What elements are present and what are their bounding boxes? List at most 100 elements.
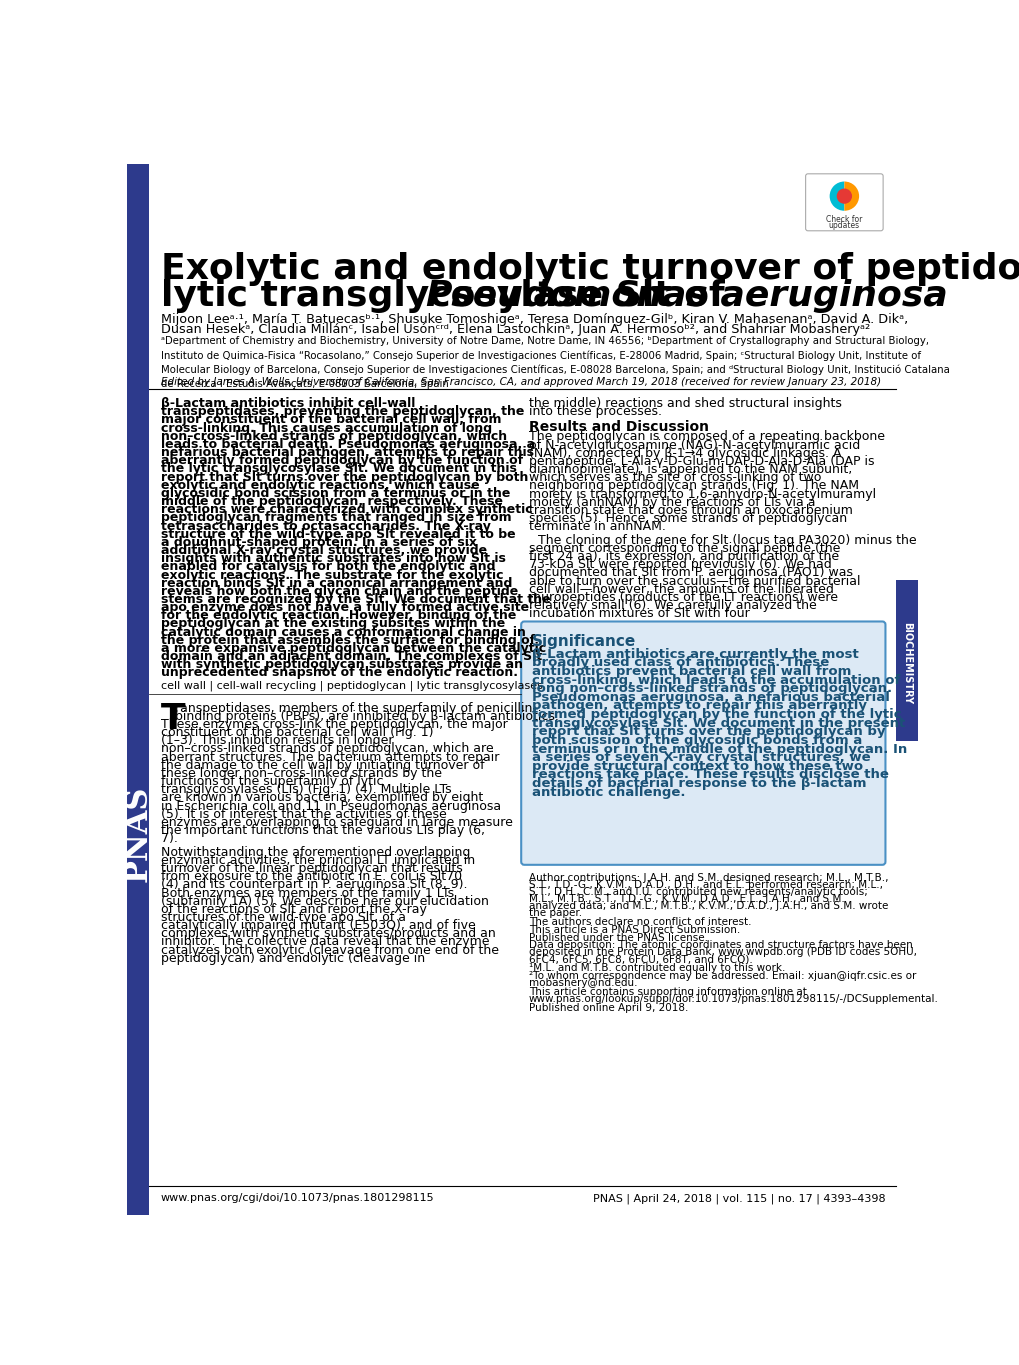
Text: analyzed data; and M.L., M.T.B., K.V.M., D.A.D., J.A.H., and S.M. wrote: analyzed data; and M.L., M.T.B., K.V.M.,… (529, 901, 888, 910)
Text: exolytic and endolytic reactions, which cause: exolytic and endolytic reactions, which … (161, 479, 479, 491)
FancyBboxPatch shape (805, 173, 882, 231)
Text: cross-linking. This causes accumulation of long: cross-linking. This causes accumulation … (161, 422, 491, 434)
Text: Published under the PNAS license.: Published under the PNAS license. (529, 932, 707, 943)
Text: the protein that assembles the surface for binding of: the protein that assembles the surface f… (161, 633, 534, 647)
Text: deposited in the Protein Data Bank, www.wwpdb.org (PDB ID codes 5OHU,: deposited in the Protein Data Bank, www.… (529, 947, 916, 957)
Text: catalytically impaired mutant (E503Q), and of five: catalytically impaired mutant (E503Q), a… (161, 919, 475, 932)
Text: peptidoglycan) and endolytic (cleavage in: peptidoglycan) and endolytic (cleavage i… (161, 951, 425, 965)
Bar (127, 164, 149, 1215)
Text: domain and an adjacent domain. The complexes of Slt: domain and an adjacent domain. The compl… (161, 650, 541, 663)
Text: stems are recognized by the Slt. We document that the: stems are recognized by the Slt. We docu… (161, 592, 550, 606)
Text: www.pnas.org/lookup/suppl/doi:10.1073/pnas.1801298115/-/DCSupplemental.: www.pnas.org/lookup/suppl/doi:10.1073/pn… (529, 994, 937, 1005)
Text: are known in various bacteria, exemplified by eight: are known in various bacteria, exemplifi… (161, 792, 483, 804)
Text: reactions take place. These results disclose the: reactions take place. These results disc… (532, 768, 888, 781)
Text: (5). It is of interest that the activities of these: (5). It is of interest that the activiti… (161, 808, 446, 820)
Text: constituent of the bacterial cell wall (Fig. 1): constituent of the bacterial cell wall (… (161, 726, 433, 738)
Text: ranspeptidases, members of the superfamily of penicillin-: ranspeptidases, members of the superfami… (174, 702, 536, 714)
Text: broadly used class of antibiotics. These: broadly used class of antibiotics. These (532, 657, 828, 669)
Text: www.pnas.org/cgi/doi/10.1073/pnas.1801298115: www.pnas.org/cgi/doi/10.1073/pnas.180129… (161, 1193, 434, 1204)
Text: catalytic domain causes a conformational change in: catalytic domain causes a conformational… (161, 625, 525, 639)
Text: enabled for catalysis for both the endolytic and: enabled for catalysis for both the endol… (161, 561, 495, 573)
Text: This article contains supporting information online at: This article contains supporting informa… (529, 987, 806, 998)
Text: (1–3). This inhibition results in longer: (1–3). This inhibition results in longer (161, 734, 393, 747)
Text: provide structural context to how these two: provide structural context to how these … (532, 760, 862, 773)
Text: (4) and its counterpart in P. aeruginosa Slt (8, 9).: (4) and its counterpart in P. aeruginosa… (161, 878, 467, 891)
Text: first 24 aa), its expression, and purification of the: first 24 aa), its expression, and purifi… (529, 550, 839, 562)
Text: moiety is transformed to 1,6-anhydro-N-acetylmuramyl: moiety is transformed to 1,6-anhydro-N-a… (529, 487, 875, 501)
Text: ¹M.L. and M.T.B. contributed equally to this work.: ¹M.L. and M.T.B. contributed equally to … (529, 964, 785, 973)
Text: transition state that goes through an oxocarbenium: transition state that goes through an ox… (529, 504, 852, 517)
Text: transpeptidases, preventing the peptidoglycan, the: transpeptidases, preventing the peptidog… (161, 405, 524, 418)
Text: Pseudomonas aeruginosa: Pseudomonas aeruginosa (426, 280, 947, 314)
Text: Notwithstanding the aforementioned overlapping: Notwithstanding the aforementioned overl… (161, 846, 470, 859)
Text: 6FC4, 6FC5, 6FC8, 6FCU, 6F8T, and 6FCQ).: 6FC4, 6FC5, 6FC8, 6FCU, 6F8T, and 6FCQ). (529, 954, 752, 964)
Text: for the endolytic reaction. However, binding of the: for the endolytic reaction. However, bin… (161, 609, 516, 622)
Text: of N-acetylglucosamine (NAG)-N-acetylmuramic acid: of N-acetylglucosamine (NAG)-N-acetylmur… (529, 438, 859, 452)
Text: lytic transglycosylase Slt of: lytic transglycosylase Slt of (161, 280, 737, 314)
Circle shape (837, 190, 851, 203)
Text: Results and Discussion: Results and Discussion (529, 419, 708, 434)
Text: leads to bacterial death. Pseudomonas aeruginosa, a: leads to bacterial death. Pseudomonas ae… (161, 438, 534, 450)
Text: The peptidoglycan is composed of a repeating backbone: The peptidoglycan is composed of a repea… (529, 430, 884, 444)
FancyBboxPatch shape (521, 621, 884, 865)
Text: The cloning of the gene for Slt (locus tag PA3020) minus the: The cloning of the gene for Slt (locus t… (538, 534, 916, 547)
Text: S.T., D.H., C.M., and I.U. contributed new reagents/analytic tools;: S.T., D.H., C.M., and I.U. contributed n… (529, 887, 867, 897)
Text: mobashery@nd.edu.: mobashery@nd.edu. (529, 977, 637, 988)
Text: moiety (anhNAM) by the reactions of LTs via a: moiety (anhNAM) by the reactions of LTs … (529, 495, 814, 509)
Text: BIOCHEMISTRY: BIOCHEMISTRY (901, 621, 911, 704)
Text: formed peptidoglycan by the function of the lytic: formed peptidoglycan by the function of … (532, 708, 901, 721)
Text: species (5). Hence, some strands of peptidoglycan: species (5). Hence, some strands of pept… (529, 512, 846, 526)
Text: insights with authentic substrates into how Slt is: insights with authentic substrates into … (161, 553, 505, 565)
Text: with synthetic peptidoglycan substrates provide an: with synthetic peptidoglycan substrates … (161, 658, 523, 672)
Text: apo enzyme does not have a fully formed active site: apo enzyme does not have a fully formed … (161, 601, 529, 614)
Text: Edited by James A. Wells, University of California, San Francisco, CA, and appro: Edited by James A. Wells, University of … (161, 377, 880, 388)
Text: terminate in anhNAM.: terminate in anhNAM. (529, 520, 665, 534)
Text: a more expansive peptidoglycan between the catalytic: a more expansive peptidoglycan between t… (161, 642, 545, 655)
Text: of the reactions of Slt and report the X-ray: of the reactions of Slt and report the X… (161, 902, 426, 916)
Text: M.L., M.T.B., S.T., T.D.-G., K.V.M., D.A.D., E.L., J.A.H., and S.M.: M.L., M.T.B., S.T., T.D.-G., K.V.M., D.A… (529, 894, 844, 904)
Text: the paper.: the paper. (529, 908, 582, 917)
Text: the important functions that the various LTs play (6,: the important functions that the various… (161, 824, 484, 837)
Text: β-Lactam antibiotics inhibit cell-wall: β-Lactam antibiotics inhibit cell-wall (161, 397, 415, 410)
Text: Significance: Significance (532, 633, 636, 648)
Text: from exposure to the antibiotic in E. coli is Slt70: from exposure to the antibiotic in E. co… (161, 871, 462, 883)
Text: report that Slt turns over the peptidoglycan by both: report that Slt turns over the peptidogl… (161, 471, 528, 483)
Text: incubation mixtures of Slt with four: incubation mixtures of Slt with four (529, 607, 749, 620)
Text: segment corresponding to the signal peptide (the: segment corresponding to the signal pept… (529, 542, 840, 554)
Text: Exolytic and endolytic turnover of peptidoglycan by: Exolytic and endolytic turnover of pepti… (161, 253, 1019, 287)
Text: Both enzymes are members of the family 1 LTs: Both enzymes are members of the family 1… (161, 886, 453, 900)
Text: binding proteins (PBPs), are inhibited by β-lactam antibiotics.: binding proteins (PBPs), are inhibited b… (174, 710, 558, 722)
Text: (NAM), connected by β-1→4 glycosidic linkages. A: (NAM), connected by β-1→4 glycosidic lin… (529, 446, 841, 460)
Text: antibiotics prevent bacterial cell wall from: antibiotics prevent bacterial cell wall … (532, 665, 851, 678)
Text: turnover of the linear peptidoglycan that results: turnover of the linear peptidoglycan tha… (161, 863, 463, 875)
Text: which serves as the site of cross-linking of two: which serves as the site of cross-linkin… (529, 471, 820, 485)
Text: both scission of the glycosidic bonds from a: both scission of the glycosidic bonds fr… (532, 734, 861, 747)
Text: inhibitor. The collective data reveal that the enzyme: inhibitor. The collective data reveal th… (161, 935, 489, 949)
Text: cell wall | cell-wall recycling | peptidoglycan | lytic transglycosylases: cell wall | cell-wall recycling | peptid… (161, 680, 542, 691)
Text: Dusan Hesekᵃ, Claudia Millánᶜ, Isabel Usónᶜʳᵈ, Elena Lastochkinᵃ, Juan A. Hermos: Dusan Hesekᵃ, Claudia Millánᶜ, Isabel Us… (161, 324, 869, 336)
Text: Check for: Check for (825, 214, 862, 224)
Text: Author contributions: J.A.H. and S.M. designed research; M.L., M.T.B.,: Author contributions: J.A.H. and S.M. de… (529, 874, 888, 883)
Text: middle of the peptidoglycan, respectively. These: middle of the peptidoglycan, respectivel… (161, 495, 502, 508)
Text: a doughnut-shaped protein. In a series of six: a doughnut-shaped protein. In a series o… (161, 536, 476, 549)
Text: Pseudomonas aeruginosa, a nefarious bacterial: Pseudomonas aeruginosa, a nefarious bact… (532, 691, 889, 704)
Text: able to turn over the sacculus—the purified bacterial: able to turn over the sacculus—the purif… (529, 575, 860, 587)
Text: Data deposition: The atomic coordinates and structure factors have been: Data deposition: The atomic coordinates … (529, 940, 912, 950)
Text: long non–cross-linked strands of peptidoglycan.: long non–cross-linked strands of peptido… (532, 682, 892, 695)
Text: 7).: 7). (161, 833, 177, 845)
Text: enzymes are overlapping to safeguard in large measure: enzymes are overlapping to safeguard in … (161, 816, 513, 829)
Text: documented that Slt from P. aeruginosa (PAO1) was: documented that Slt from P. aeruginosa (… (529, 566, 852, 579)
Text: (subfamily 1A) (5). We describe here our elucidation: (subfamily 1A) (5). We describe here our… (161, 894, 488, 908)
Text: these longer non–cross-linked strands by the: these longer non–cross-linked strands by… (161, 767, 441, 779)
Text: aberrant structures. The bacterium attempts to repair: aberrant structures. The bacterium attem… (161, 751, 498, 763)
Text: peptidoglycan at the existing subsites within the: peptidoglycan at the existing subsites w… (161, 617, 504, 631)
Text: the middle) reactions and shed structural insights: the middle) reactions and shed structura… (529, 397, 841, 410)
Text: ᵃDepartment of Chemistry and Biochemistry, University of Notre Dame, Notre Dame,: ᵃDepartment of Chemistry and Biochemistr… (161, 336, 949, 389)
Text: transglycosylases (LTs) (Fig. 1) (4). Multiple LTs: transglycosylases (LTs) (Fig. 1) (4). Mu… (161, 784, 451, 796)
Wedge shape (828, 182, 844, 210)
Text: into these processes.: into these processes. (529, 405, 661, 418)
Text: reaction binds Slt in a canonical arrangement and: reaction binds Slt in a canonical arrang… (161, 576, 512, 590)
Text: structures of the wild-type apo Slt, of a: structures of the wild-type apo Slt, of … (161, 910, 406, 924)
Text: nefarious bacterial pathogen, attempts to repair this: nefarious bacterial pathogen, attempts t… (161, 446, 533, 459)
Text: The authors declare no conflict of interest.: The authors declare no conflict of inter… (529, 917, 751, 927)
